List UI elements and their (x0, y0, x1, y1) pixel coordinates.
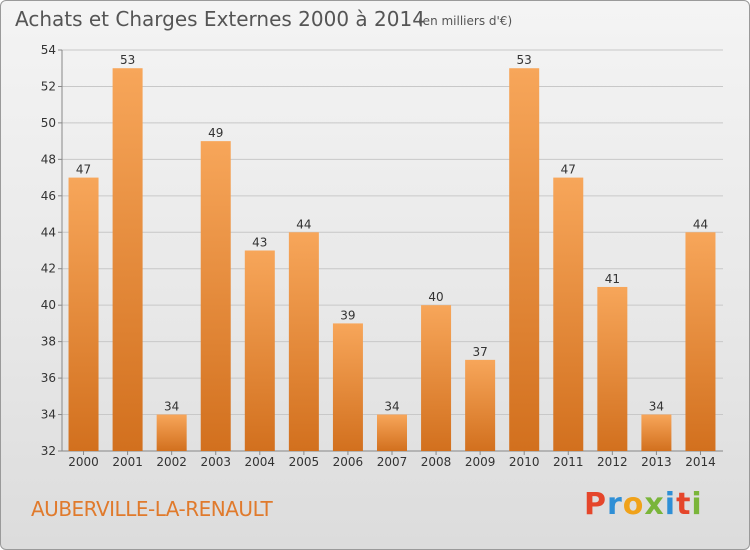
y-tick-label: 44 (41, 225, 56, 239)
logo-letter: i (691, 487, 703, 522)
bar-2002[interactable] (156, 414, 187, 451)
y-tick-label: 52 (41, 79, 56, 93)
bar-2007[interactable] (377, 414, 407, 451)
y-tick-label: 34 (41, 408, 56, 422)
bar-2003[interactable] (200, 141, 231, 452)
bar-value-label: 43 (252, 236, 267, 250)
bar-value-label: 34 (384, 400, 399, 414)
logo-letter: x (644, 487, 665, 522)
bar-value-label: 47 (76, 163, 91, 177)
bar-value-label: 34 (649, 400, 664, 414)
x-tick-label: 2009 (465, 455, 496, 469)
bar-value-label: 49 (208, 126, 223, 140)
x-tick-label: 2000 (68, 455, 99, 469)
bar-value-label: 40 (428, 290, 443, 304)
logo-letter: t (676, 487, 692, 522)
bar-2006[interactable] (332, 323, 363, 451)
y-tick-label: 36 (41, 371, 56, 385)
bar-value-label: 41 (605, 272, 620, 286)
x-tick-label: 2010 (509, 455, 540, 469)
y-tick-label: 48 (41, 152, 56, 166)
y-tick-label: 40 (41, 298, 56, 312)
x-tick-label: 2003 (200, 455, 231, 469)
x-tick-label: 2001 (112, 455, 143, 469)
logo-letter: P (584, 487, 607, 522)
bar-2009[interactable] (465, 359, 496, 451)
bar-value-label: 37 (472, 345, 487, 359)
bar-value-label: 53 (517, 53, 532, 67)
bar-value-label: 44 (296, 217, 311, 231)
bar-value-label: 44 (693, 217, 708, 231)
y-tick-label: 54 (41, 43, 56, 57)
bar-2005[interactable] (288, 232, 319, 451)
bar-2008[interactable] (421, 305, 452, 451)
proxiti-logo[interactable]: Proxiti (584, 487, 703, 522)
bar-2012[interactable] (597, 286, 628, 451)
x-tick-label: 2002 (156, 455, 187, 469)
x-tick-label: 2011 (553, 455, 584, 469)
x-tick-label: 2008 (421, 455, 452, 469)
x-tick-label: 2004 (245, 455, 276, 469)
bar-2011[interactable] (553, 177, 584, 451)
bar-2000[interactable] (68, 177, 99, 451)
x-tick-label: 2013 (641, 455, 672, 469)
y-tick-label: 46 (41, 189, 56, 203)
bar-value-label: 39 (340, 308, 355, 322)
bar-value-label: 34 (164, 400, 179, 414)
bar-value-label: 47 (561, 163, 576, 177)
bar-value-label: 53 (120, 53, 135, 67)
bar-2014[interactable] (685, 232, 716, 451)
bar-2010[interactable] (509, 68, 540, 452)
x-tick-label: 2006 (333, 455, 364, 469)
y-tick-label: 38 (41, 335, 56, 349)
logo-letter: r (607, 487, 623, 522)
logo-letter: o (622, 487, 645, 522)
x-tick-label: 2007 (377, 455, 408, 469)
bar-2001[interactable] (112, 68, 143, 452)
x-tick-label: 2012 (597, 455, 628, 469)
logo-letter: i (664, 487, 677, 522)
bar-2004[interactable] (244, 250, 275, 452)
town-name: AUBERVILLE-LA-RENAULT (31, 497, 273, 521)
chart-unit-note: (en milliers d'€) (418, 14, 513, 28)
x-tick-label: 2005 (289, 455, 320, 469)
x-tick-label: 2014 (685, 455, 716, 469)
bar-2013[interactable] (641, 414, 672, 451)
y-tick-label: 42 (41, 262, 56, 276)
chart-title: Achats et Charges Externes 2000 à 2014 (15, 7, 425, 31)
y-tick-label: 50 (41, 116, 56, 130)
y-tick-label: 32 (41, 444, 56, 458)
